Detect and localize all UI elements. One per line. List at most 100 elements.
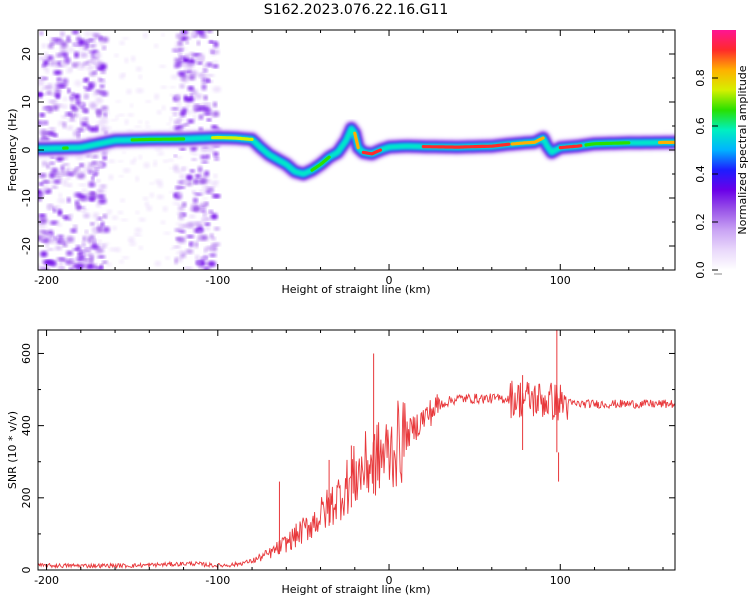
noise-blob [173, 188, 176, 190]
noise-blob [107, 126, 111, 130]
noise-blob [98, 240, 102, 244]
noise-blob [162, 105, 166, 110]
noise-blob [80, 250, 85, 254]
noise-blob [150, 182, 154, 185]
noise-blob [61, 215, 66, 218]
snr-plot-area [38, 330, 675, 570]
noise-blob [84, 77, 89, 82]
noise-blob [176, 96, 179, 101]
noise-blob [46, 91, 51, 95]
noise-blob [159, 65, 166, 68]
noise-blob [203, 255, 206, 260]
noise-blob [95, 109, 102, 114]
y-tick-label: 200 [20, 487, 33, 508]
noise-blob [143, 197, 149, 200]
noise-blob [178, 52, 182, 57]
noise-blob [77, 206, 85, 208]
noise-blob [89, 45, 96, 48]
noise-blob [99, 40, 104, 46]
noise-blob [179, 230, 185, 233]
ridge-core [560, 146, 581, 148]
noise-blob [196, 55, 205, 61]
noise-blob [209, 253, 216, 257]
noise-blob [189, 208, 193, 211]
noise-blob [169, 126, 176, 128]
noise-blob [134, 126, 142, 128]
noise-blob [77, 67, 85, 70]
noise-blob [161, 221, 166, 225]
noise-blob [54, 65, 60, 69]
noise-blob [91, 175, 94, 181]
noise-blob [170, 94, 174, 96]
noise-blob [73, 94, 80, 100]
noise-blob [102, 46, 106, 50]
colorbar-gradient [712, 30, 736, 270]
noise-blob [116, 100, 121, 102]
x-tick-label: -100 [205, 274, 230, 287]
noise-blob [174, 46, 179, 50]
noise-blob [69, 95, 73, 100]
noise-blob [57, 177, 63, 180]
noise-blob [209, 210, 213, 213]
noise-blob [174, 120, 179, 126]
noise-blob [118, 211, 124, 214]
noise-blob [39, 77, 47, 81]
noise-blob [82, 242, 86, 248]
noise-blob [139, 155, 142, 159]
noise-blob [74, 52, 79, 58]
noise-blob [205, 103, 211, 106]
snr-x-axis-label: Height of straight line (km) [281, 583, 430, 596]
noise-blob [130, 104, 133, 108]
noise-blob [197, 30, 205, 37]
noise-blob [67, 197, 71, 202]
noise-blob [92, 155, 99, 158]
noise-blob [89, 182, 95, 188]
noise-blob [73, 225, 77, 229]
noise-blob [191, 158, 197, 161]
noise-blob [212, 111, 219, 117]
noise-blob [169, 167, 174, 169]
noise-blob [57, 77, 62, 82]
noise-blob [180, 174, 185, 179]
noise-blob [214, 227, 220, 231]
noise-blob [144, 162, 150, 168]
noise-blob [145, 126, 150, 128]
noise-blob [53, 179, 61, 183]
noise-blob [95, 97, 103, 103]
noise-blob [89, 71, 96, 76]
colorbar-tick-label: 0.6 [694, 117, 707, 135]
noise-blob [78, 39, 86, 46]
noise-blob [105, 213, 109, 218]
noise-blob [197, 260, 202, 267]
noise-blob [49, 100, 58, 103]
noise-blob [66, 177, 71, 180]
noise-blob [48, 234, 52, 238]
x-tick-label: 100 [550, 574, 571, 587]
noise-blob [57, 199, 66, 204]
noise-blob [60, 47, 67, 52]
noise-blob [95, 219, 98, 223]
noise-blob [99, 81, 106, 84]
noise-blob [59, 193, 63, 198]
noise-blob [199, 190, 205, 193]
y-tick-label: -10 [20, 189, 33, 207]
noise-blob [204, 95, 208, 100]
y-tick-label: 20 [20, 47, 33, 61]
y-tick-label: 400 [20, 415, 33, 436]
noise-blob [190, 94, 193, 99]
noise-blob [182, 167, 187, 170]
noise-blob [60, 239, 64, 244]
noise-blob [201, 209, 206, 212]
snr-y-axis-label: SNR (10 * v/v) [6, 411, 19, 489]
noise-blob [134, 233, 140, 236]
noise-blob [39, 113, 45, 117]
noise-blob [109, 247, 117, 251]
noise-blob [155, 261, 162, 266]
noise-blob [82, 188, 87, 195]
noise-blob [93, 52, 101, 58]
noise-blob [203, 198, 207, 201]
noise-blob [174, 169, 182, 173]
noise-blob [39, 267, 45, 272]
noise-blob [182, 181, 189, 184]
noise-blob [143, 33, 148, 39]
